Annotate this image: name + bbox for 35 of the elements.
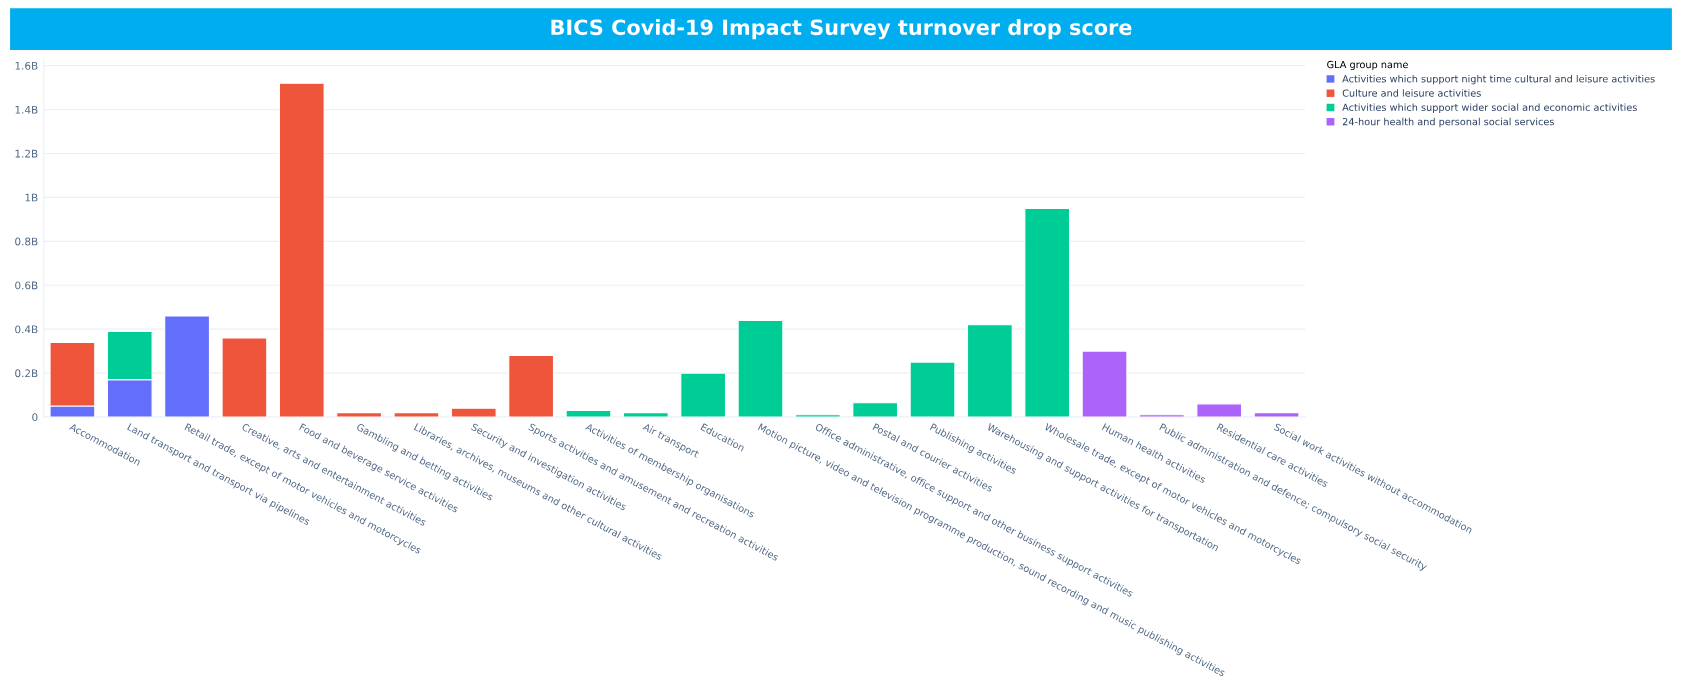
bar bbox=[680, 372, 727, 417]
bar bbox=[852, 402, 899, 417]
legend-label: Activities which support wider social and economic activities bbox=[1342, 103, 1637, 113]
y-tick-label: 1.2B bbox=[15, 149, 38, 158]
bar bbox=[508, 354, 555, 417]
bar bbox=[909, 361, 956, 417]
bar bbox=[336, 412, 383, 417]
chart-title: BICS Covid-19 Impact Survey turnover drop score bbox=[551, 19, 1132, 40]
bar bbox=[794, 414, 841, 417]
bar bbox=[737, 319, 784, 417]
bar bbox=[393, 412, 440, 417]
bar bbox=[966, 324, 1013, 417]
legend-label: Culture and leisure activities bbox=[1342, 89, 1481, 97]
bar bbox=[450, 407, 497, 417]
bar bbox=[622, 412, 669, 417]
y-tick-label: 1B bbox=[25, 193, 38, 202]
legend-title: GLA group name bbox=[1327, 60, 1408, 71]
bar bbox=[221, 337, 268, 417]
bar bbox=[565, 409, 612, 417]
y-tick-label: 0.2B bbox=[15, 369, 38, 378]
legend-label: Activities which support night time cultural and leisure activities bbox=[1342, 74, 1655, 85]
y-tick-label: 1.4B bbox=[15, 105, 38, 114]
bar bbox=[1196, 403, 1243, 417]
bar bbox=[1081, 350, 1128, 417]
legend-label: 24-hour health and personal social services bbox=[1342, 117, 1554, 128]
y-tick-label: 0.4B bbox=[15, 325, 38, 334]
bar bbox=[1253, 412, 1300, 417]
y-tick-label: 0.6B bbox=[15, 281, 38, 290]
bar bbox=[1138, 414, 1185, 417]
y-tick-label: 0 bbox=[32, 413, 38, 422]
bar bbox=[164, 315, 211, 417]
bar bbox=[1024, 207, 1071, 417]
bar bbox=[278, 82, 325, 417]
y-tick-label: 1.6B bbox=[15, 61, 38, 70]
y-tick-label: 0.8B bbox=[15, 237, 38, 246]
